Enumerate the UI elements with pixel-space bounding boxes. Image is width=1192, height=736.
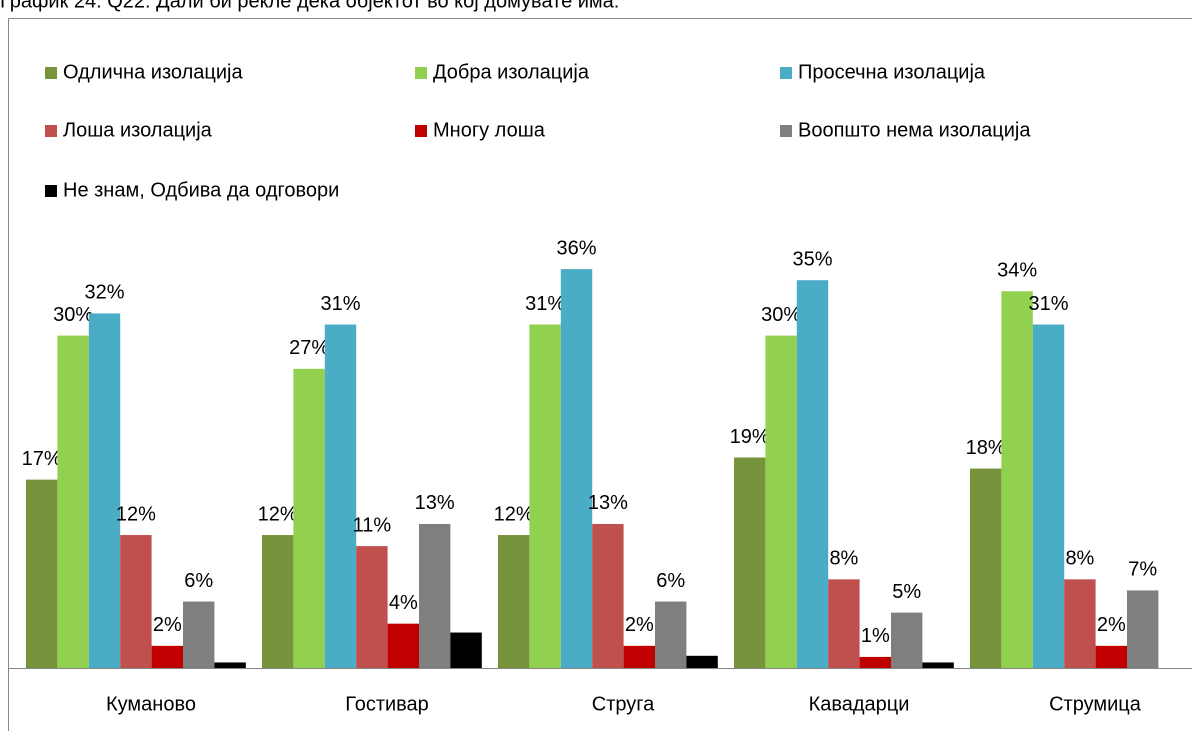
bar <box>734 457 766 668</box>
data-label: 7% <box>1128 559 1157 581</box>
bar <box>592 523 624 668</box>
bar <box>120 535 152 668</box>
data-label: 31% <box>320 293 360 315</box>
bar <box>529 324 561 668</box>
legend-swatch <box>415 67 427 79</box>
data-label: 12% <box>116 503 156 525</box>
legend-label: Многу лоша <box>433 119 546 141</box>
bar <box>686 655 718 668</box>
data-label: 4% <box>389 592 418 614</box>
bar <box>387 623 419 668</box>
chart-title: График 24: Q22: Дали би рекле дека објек… <box>0 0 619 12</box>
bar <box>560 269 593 668</box>
data-label: 35% <box>792 248 832 270</box>
legend-swatch <box>415 125 427 137</box>
x-tick-label: Куманово <box>106 693 196 715</box>
bar <box>262 535 294 668</box>
data-label: 12% <box>258 503 298 525</box>
x-tick-label: Струмица <box>1049 693 1142 715</box>
bar <box>765 335 797 668</box>
data-label: 6% <box>656 570 685 592</box>
legend-swatch <box>45 125 57 137</box>
bar <box>293 368 325 668</box>
data-label: 31% <box>1028 293 1068 315</box>
bar <box>151 645 183 668</box>
data-label: 18% <box>966 437 1006 459</box>
bar <box>859 656 891 668</box>
bar <box>1095 645 1127 668</box>
data-label: 6% <box>184 570 213 592</box>
bar <box>1127 590 1159 668</box>
bar <box>356 546 388 668</box>
bar <box>450 632 482 668</box>
bar <box>970 468 1002 668</box>
data-label: 8% <box>1065 548 1094 570</box>
data-label: 17% <box>22 448 62 470</box>
data-label: 30% <box>53 304 93 326</box>
legend-label: Одлична изолација <box>63 61 243 83</box>
bar <box>88 313 121 668</box>
legend-label: Добра изолација <box>433 61 590 83</box>
legend-swatch <box>780 125 792 137</box>
data-label: 2% <box>1097 614 1126 636</box>
data-label: 13% <box>588 492 628 514</box>
bar <box>828 579 860 668</box>
data-label: 27% <box>289 337 329 359</box>
legend-swatch <box>45 67 57 79</box>
data-label: 36% <box>556 237 596 259</box>
data-label: 12% <box>494 503 534 525</box>
bar <box>419 523 451 668</box>
bar <box>324 324 357 668</box>
bar <box>214 662 246 668</box>
bar <box>498 535 530 668</box>
legend-label: Не знам, Одбива да одговори <box>63 179 339 201</box>
bar <box>183 601 215 668</box>
bar <box>1032 324 1065 668</box>
bar <box>655 601 687 668</box>
data-label: 31% <box>525 293 565 315</box>
bar <box>891 612 923 668</box>
bar <box>1064 579 1096 668</box>
data-label: 13% <box>415 492 455 514</box>
data-label: 2% <box>153 614 182 636</box>
bar <box>922 662 954 668</box>
data-label: 8% <box>829 548 858 570</box>
x-tick-label: Гостивар <box>345 693 429 715</box>
legend-swatch <box>45 185 57 197</box>
legend-label: Лоша изолација <box>63 119 213 141</box>
bar <box>26 479 58 668</box>
legend-label: Просечна изолација <box>798 61 986 83</box>
bar <box>1001 291 1033 668</box>
data-label: 30% <box>761 304 801 326</box>
data-label: 32% <box>84 282 124 304</box>
bar <box>623 645 655 668</box>
x-tick-label: Кавадарци <box>809 693 910 715</box>
x-tick-label: Струга <box>592 693 655 715</box>
bar <box>57 335 89 668</box>
legend-label: Воопшто нема изолација <box>798 119 1031 141</box>
data-label: 5% <box>892 581 921 603</box>
data-label: 19% <box>730 426 770 448</box>
data-label: 2% <box>625 614 654 636</box>
data-label: 34% <box>997 260 1037 282</box>
legend-swatch <box>780 67 792 79</box>
data-label: 1% <box>861 625 890 647</box>
data-label: 11% <box>353 514 392 536</box>
bar <box>796 280 829 668</box>
